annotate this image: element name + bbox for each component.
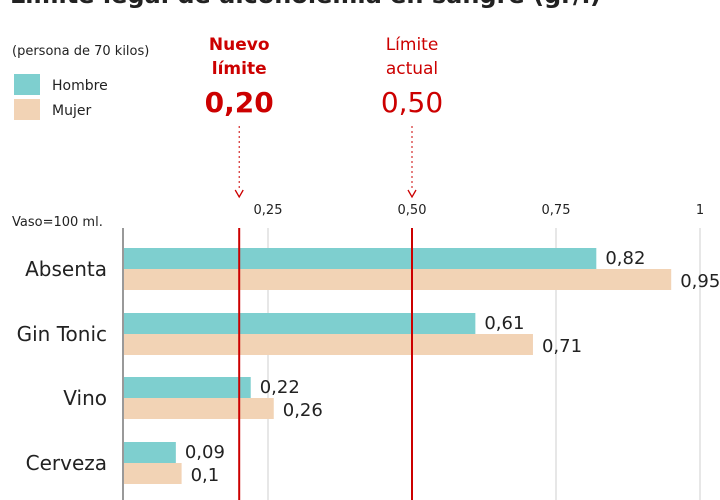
new-limit-arrowhead [234,189,244,199]
x-tick-label: 1 [696,203,704,218]
value-labels: 0,82 0,95 0,61 0,71 0,220,26 0,090,1 [185,228,720,500]
value-label-hombre: 0,22 [260,377,300,398]
glass-size-note: Vaso=100 ml. [12,215,103,230]
bar-hombre [124,442,176,463]
value-label-mujer: 0,71 [542,336,582,357]
value-label-mujer: 0,26 [283,400,323,421]
legend-label-hombre: Hombre [52,78,108,94]
value-label-hombre: 0,61 [484,313,524,334]
x-tick-label: 0,75 [542,203,571,218]
reference-lines: Nuevo límite 0,20 Límite actual 0,50 [205,35,443,199]
current-limit-label-line2: actual [386,59,438,79]
category-label: Vino [63,386,107,410]
category-labels: Absenta Gin Tonic Vino Cerveza [17,257,107,475]
new-limit-value: 0,20 [205,86,274,119]
bar-hombre [124,313,476,334]
value-label-hombre: 0,09 [185,442,225,463]
legend-swatch-hombre [14,74,40,95]
value-label-hombre: 0,82 [605,248,645,269]
value-label-mujer: 0,95 [680,271,720,292]
bar-mujer [124,463,182,484]
value-label-mujer: 0,1 [191,465,220,486]
x-tick-label: 0,50 [398,203,427,218]
current-limit-label-line1: Límite [386,35,439,55]
bars [124,248,672,484]
x-axis-ticks: 0,25 0,50 0,75 1 [254,203,705,218]
bar-mujer [124,269,672,290]
bar-hombre [124,248,597,269]
chart-subtitle: (persona de 70 kilos) [12,44,149,59]
bar-mujer [124,398,274,419]
current-limit-arrowhead [407,189,417,199]
category-label: Gin Tonic [17,322,107,346]
bar-hombre [124,377,251,398]
legend-swatch-mujer [14,99,40,120]
chart-title: Límite legal de alcoholemia en sangre (g… [10,0,601,9]
category-label: Absenta [25,257,107,281]
legend-label-mujer: Mujer [52,103,91,119]
category-label: Cerveza [26,451,107,475]
bar-mujer [124,334,533,355]
new-limit-label-line2: límite [212,59,267,79]
current-limit-value: 0,50 [381,86,443,119]
x-tick-label: 0,25 [254,203,283,218]
new-limit-label-line1: Nuevo [209,35,270,55]
legend: Hombre Mujer [14,74,108,120]
